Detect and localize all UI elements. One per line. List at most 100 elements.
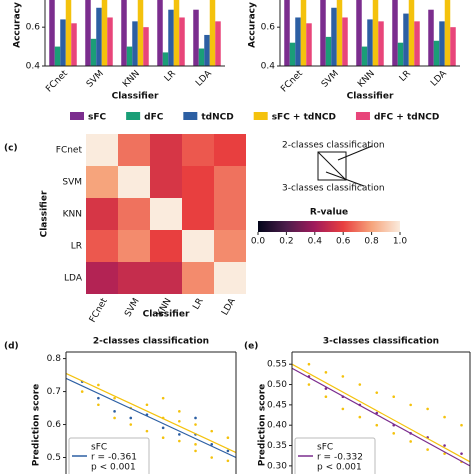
bar [320, 0, 326, 66]
point [426, 448, 429, 451]
y-tick-label: 0.35 [267, 441, 287, 451]
bar [101, 0, 108, 66]
point [80, 390, 84, 393]
point [178, 419, 181, 423]
legend-swatch [355, 112, 370, 120]
legend-swatch [70, 112, 84, 120]
point [358, 415, 362, 419]
legend-box [294, 437, 376, 474]
point [161, 436, 165, 440]
y-tick-label: 0.7 [47, 387, 61, 397]
point [161, 396, 165, 400]
colorbar-tick-label: 0.6 [336, 237, 351, 247]
diagram-diagonal [317, 151, 347, 181]
fit-line [65, 377, 237, 459]
legend-label: tdNCD [201, 113, 233, 123]
point [97, 396, 100, 400]
bar [325, 36, 332, 66]
point [341, 407, 345, 411]
y-tick-label: 0.6 [47, 420, 62, 430]
x-tick-label: LR [163, 69, 178, 84]
bar [450, 27, 456, 67]
point [97, 403, 100, 407]
y-tick-label: LDA [64, 274, 83, 284]
panel-label: (d) [4, 342, 19, 352]
y-tick-label: 0.4 [261, 62, 276, 72]
bar [428, 9, 434, 66]
y-tick-label: 0.4 [26, 62, 41, 72]
heatmap-cell [86, 262, 118, 294]
bar [173, 0, 180, 66]
bar [198, 48, 205, 66]
panel-label: (e) [244, 342, 258, 352]
y-tick-label: 0.30 [267, 461, 287, 471]
arrow [337, 145, 373, 161]
bar [85, 0, 91, 66]
point [210, 429, 214, 433]
point [375, 411, 379, 415]
legend-label: sFC [88, 113, 107, 123]
point [358, 383, 362, 386]
y-tick-label: FCnet [56, 146, 83, 156]
point [161, 426, 165, 430]
x-tick-label: FCnet [279, 68, 305, 94]
x-tick-label: LDA [220, 296, 238, 317]
bar [295, 17, 301, 66]
heatmap-cell [182, 134, 214, 166]
point [145, 429, 149, 433]
heatmap-cell [182, 262, 214, 294]
point [324, 387, 328, 390]
y-axis-label: Accuracy [248, 2, 258, 48]
bar [433, 40, 440, 66]
x-tick-label: LDA [194, 68, 214, 88]
bar [403, 13, 409, 67]
heatmap-cell [86, 230, 118, 262]
point [178, 433, 181, 436]
y-tick-label: 0.5 [47, 453, 61, 463]
point [194, 443, 197, 446]
x-tick-label: KNN [356, 69, 377, 90]
legend-label: dFC [144, 113, 164, 123]
point [178, 439, 181, 443]
heatmap-cell [150, 198, 182, 230]
colorbar-tick-label: 0.8 [364, 237, 379, 247]
bar [49, 0, 55, 66]
legend-box [68, 437, 150, 474]
y-axis-label: Classifier [40, 190, 50, 237]
bar [132, 21, 138, 66]
legend-label: sFC + tdNCD [272, 113, 336, 123]
bar [179, 17, 185, 66]
bar [126, 46, 133, 66]
colorbar [258, 221, 400, 232]
heatmap-cell [150, 134, 182, 166]
y-tick-label: 0.6 [26, 23, 41, 33]
y-tick-label: 0.45 [267, 400, 287, 410]
bar [392, 0, 398, 66]
heatmap-cell [118, 134, 150, 166]
heatmap-cell [214, 198, 246, 230]
chart-title: 2-classes classification [93, 337, 209, 347]
point [392, 395, 396, 399]
heatmap-cell [214, 230, 246, 262]
arrow [325, 171, 365, 187]
point [426, 407, 429, 411]
bar [306, 23, 312, 66]
bar [54, 46, 61, 66]
legend-annotation: r = -0.361 [91, 453, 137, 463]
heatmap-cell [118, 230, 150, 262]
point [210, 443, 214, 446]
colorbar-tick-label: 0.4 [308, 237, 323, 247]
x-tick-label: SVM [320, 69, 341, 90]
heatmap-cell [182, 198, 214, 230]
heatmap-cell [182, 166, 214, 198]
point [113, 410, 116, 413]
legend-swatch [253, 112, 268, 120]
y-tick-label: 0.50 [267, 380, 287, 390]
bar [336, 0, 343, 66]
panel-label: (c) [4, 144, 18, 154]
bar [372, 0, 379, 66]
heatmap-cell [150, 230, 182, 262]
point [113, 396, 116, 400]
point [409, 440, 412, 443]
